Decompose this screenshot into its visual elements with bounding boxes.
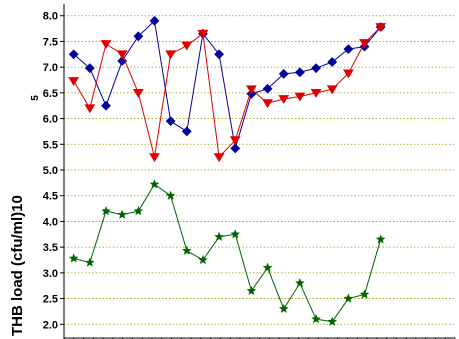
data-point (262, 83, 273, 94)
data-point (165, 50, 177, 60)
data-point (343, 44, 354, 55)
data-point (133, 205, 144, 216)
data-point (326, 85, 338, 95)
data-point (229, 136, 241, 146)
data-point (101, 205, 111, 216)
data-point (213, 153, 225, 163)
data-point (342, 69, 354, 79)
data-point (149, 179, 160, 189)
data-point (117, 209, 128, 219)
y-tick-label: 7.5 (43, 36, 58, 48)
data-point (278, 95, 290, 105)
data-point (311, 313, 321, 324)
data-point (294, 67, 305, 78)
y-axis-title: THB load (cfu/ml)10 (9, 195, 26, 336)
data-point (214, 231, 224, 242)
y-tick-label: 3.5 (43, 242, 58, 254)
data-point (375, 23, 387, 33)
series-line (73, 183, 382, 323)
data-point (230, 229, 241, 239)
data-point (117, 56, 128, 66)
y-tick-label: 8.0 (43, 11, 58, 23)
y-tick-label: 7.0 (43, 62, 58, 74)
data-point (262, 99, 273, 109)
data-point (246, 85, 257, 95)
data-point (181, 41, 193, 51)
data-point (181, 245, 192, 255)
data-point (375, 234, 386, 244)
data-point (68, 77, 80, 87)
data-point (101, 100, 111, 111)
data-point (84, 104, 96, 114)
data-point (197, 29, 209, 39)
axes: 2.0 2.5 3.0 3.5 4.0 4.5 5.0 5.5 6.0 6.5 7.0 7.5 8.0 (43, 4, 456, 339)
data-point (149, 153, 160, 163)
data-point (84, 257, 95, 267)
data-point (68, 253, 79, 263)
data-point (278, 68, 289, 79)
data-point (327, 57, 338, 67)
y-tick-label: 3.0 (43, 268, 58, 280)
y-tick-label: 5.5 (43, 139, 58, 151)
series-line (73, 26, 382, 159)
y-tick-label: 4.0 (43, 216, 58, 228)
data-point (359, 39, 370, 48)
series-3 (68, 179, 386, 326)
y-tick-label: 6.5 (43, 88, 58, 100)
series-line (73, 19, 382, 149)
data-point (133, 31, 144, 42)
data-point (246, 285, 257, 296)
y-tick-label: 5.0 (43, 165, 58, 177)
data-point (100, 40, 112, 50)
data-point (165, 116, 176, 127)
data-point (116, 50, 128, 60)
data-point (84, 63, 95, 74)
data-point (327, 316, 338, 326)
data-point (262, 262, 273, 272)
data-point (311, 63, 321, 74)
y-tick-label: 6.0 (43, 114, 58, 126)
data-point (278, 303, 289, 314)
series-2 (68, 23, 387, 163)
data-point (132, 88, 144, 98)
data-point (214, 49, 225, 60)
data-point (295, 277, 305, 288)
data-point (310, 88, 322, 98)
data-point (343, 293, 354, 303)
data-point (149, 15, 160, 26)
data-point (68, 49, 79, 60)
data-point (294, 92, 306, 102)
y-axis-title-exponent: 5 (30, 95, 41, 101)
data-point (165, 190, 176, 200)
y-tick-label: 2.5 (43, 294, 58, 306)
data-point (359, 289, 370, 299)
data-point (181, 126, 192, 137)
series (68, 15, 387, 326)
y-tick-label: 2.0 (43, 319, 58, 331)
data-point (230, 143, 241, 154)
data-point (198, 254, 208, 265)
y-tick-label: 4.5 (43, 191, 58, 203)
grid-lines (64, 15, 455, 325)
